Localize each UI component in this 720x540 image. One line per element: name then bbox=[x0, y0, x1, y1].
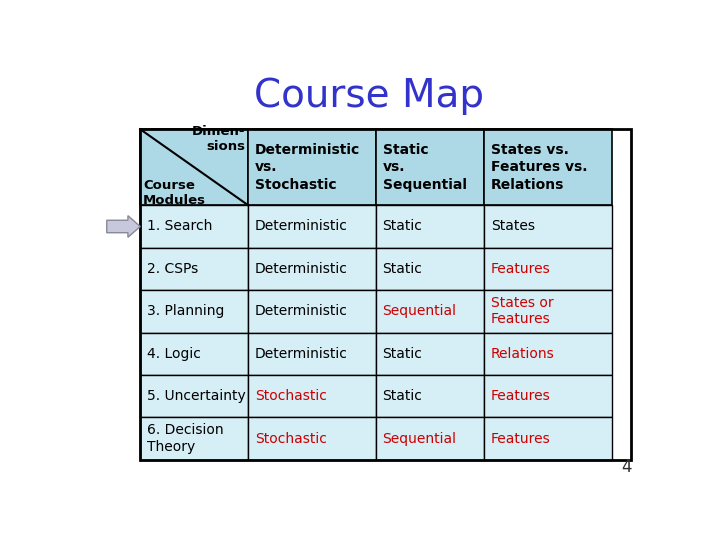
Text: Deterministic: Deterministic bbox=[255, 219, 348, 233]
Text: Features: Features bbox=[490, 262, 550, 276]
Text: Deterministic: Deterministic bbox=[255, 262, 348, 276]
Text: Deterministic: Deterministic bbox=[255, 305, 348, 319]
Text: Course Map: Course Map bbox=[254, 77, 484, 115]
Text: Course
Modules: Course Modules bbox=[143, 179, 206, 207]
Text: 6. Decision
Theory: 6. Decision Theory bbox=[147, 423, 223, 454]
Text: States or
Features: States or Features bbox=[490, 296, 553, 327]
Text: Static: Static bbox=[382, 389, 423, 403]
Text: Relations: Relations bbox=[490, 347, 554, 361]
Text: Static: Static bbox=[382, 347, 423, 361]
Text: States: States bbox=[490, 219, 535, 233]
Text: Sequential: Sequential bbox=[382, 305, 456, 319]
Text: Stochastic: Stochastic bbox=[255, 389, 327, 403]
Text: 1. Search: 1. Search bbox=[147, 219, 212, 233]
Text: Sequential: Sequential bbox=[382, 431, 456, 446]
Text: Dimen-
sions: Dimen- sions bbox=[192, 125, 246, 153]
Text: 3. Planning: 3. Planning bbox=[147, 305, 225, 319]
Text: 4: 4 bbox=[621, 458, 631, 476]
Text: 2. CSPs: 2. CSPs bbox=[147, 262, 198, 276]
Text: Features: Features bbox=[490, 389, 550, 403]
Text: Stochastic: Stochastic bbox=[255, 431, 327, 446]
Text: Deterministic: Deterministic bbox=[255, 347, 348, 361]
Text: 4. Logic: 4. Logic bbox=[147, 347, 201, 361]
Text: Features: Features bbox=[490, 431, 550, 446]
Polygon shape bbox=[107, 215, 140, 237]
Text: Deterministic
vs.
Stochastic: Deterministic vs. Stochastic bbox=[255, 143, 360, 192]
Text: 5. Uncertainty: 5. Uncertainty bbox=[147, 389, 246, 403]
Text: Static: Static bbox=[382, 262, 423, 276]
Text: Static: Static bbox=[382, 219, 423, 233]
Text: States vs.
Features vs.
Relations: States vs. Features vs. Relations bbox=[490, 143, 587, 192]
Text: Static
vs.
Sequential: Static vs. Sequential bbox=[382, 143, 467, 192]
